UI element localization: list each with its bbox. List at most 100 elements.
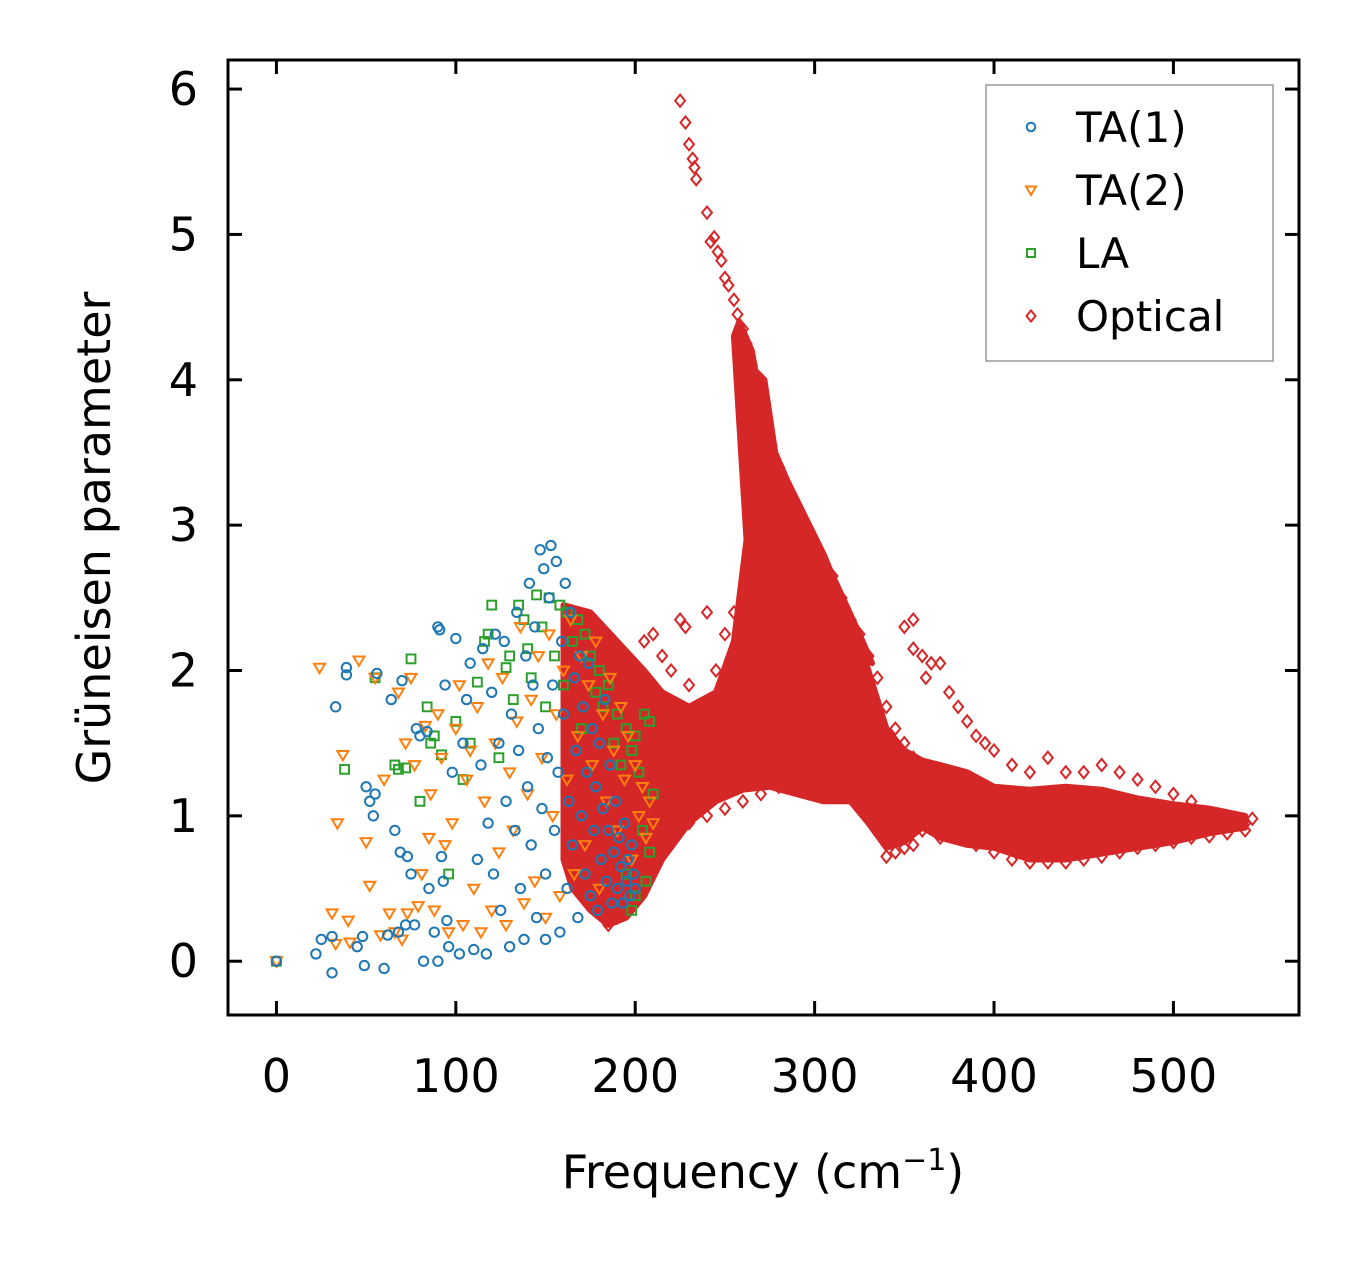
data-point: [844, 757, 857, 773]
data-point: [356, 930, 369, 943]
data-point: [1005, 822, 1019, 839]
data-point: [790, 764, 803, 780]
data-point: [618, 817, 631, 829]
data-point: [1032, 830, 1046, 846]
data-point: [1212, 811, 1225, 827]
data-point: [523, 577, 536, 589]
data-point: [916, 822, 929, 839]
data-point: [631, 811, 647, 824]
data-point: [978, 735, 992, 751]
data-point: [564, 606, 577, 619]
data-point: [520, 789, 535, 802]
data-point: [673, 611, 687, 628]
data-point: [405, 868, 417, 880]
data-point: [482, 628, 494, 640]
data-point: [1005, 851, 1019, 868]
data-point: [781, 481, 794, 497]
y-axis: 0 1 2 3 4 5 6: [169, 62, 1299, 988]
data-point: [525, 839, 537, 851]
data-point: [615, 759, 627, 771]
data-point: [679, 114, 692, 131]
data-point: [1041, 750, 1055, 766]
data-point: [586, 722, 598, 735]
data-point: [1176, 811, 1189, 827]
data-point: [541, 629, 557, 642]
x-axis-label: Frequency (cm−1): [562, 1143, 965, 1199]
data-point: [602, 824, 614, 837]
data-point: [545, 811, 560, 824]
data-point: [570, 744, 582, 757]
data-point: [452, 680, 467, 693]
data-point: [435, 850, 448, 863]
data-point: [987, 815, 1001, 831]
data-point: [606, 897, 618, 909]
data-point: [689, 171, 703, 187]
data-point: [400, 908, 415, 921]
data-point: [534, 752, 550, 766]
data-point: [599, 693, 611, 706]
data-point: [532, 722, 545, 735]
data-point: [750, 379, 764, 395]
legend-marker: [1025, 308, 1037, 324]
data-point: [745, 357, 759, 373]
data-point: [446, 766, 458, 778]
data-point: [633, 766, 645, 778]
data-point: [987, 742, 1001, 759]
data-point: [523, 694, 539, 708]
data-point: [1149, 779, 1162, 795]
data-point: [727, 292, 741, 308]
legend-marker: [1026, 248, 1036, 258]
data-point: [620, 868, 632, 880]
data-point: [525, 672, 537, 684]
data-point: [577, 701, 589, 713]
data-point: [626, 904, 638, 916]
data-point: [437, 840, 453, 853]
data-point: [484, 905, 499, 918]
data-point: [772, 459, 785, 475]
data-point: [521, 781, 534, 793]
data-point: [616, 897, 629, 909]
data-point: [1113, 764, 1126, 780]
data-point: [664, 822, 678, 839]
data-point: [539, 868, 552, 880]
data-point: [1023, 825, 1037, 841]
data-point: [808, 779, 821, 795]
data-point: [516, 898, 532, 911]
data-point: [443, 868, 455, 880]
data-point: [625, 839, 638, 851]
data-point: [1229, 815, 1243, 831]
legend-label: Optical: [1076, 292, 1224, 341]
data-point: [460, 693, 473, 706]
data-point: [558, 679, 569, 691]
data-point: [592, 883, 607, 897]
data-point: [527, 679, 539, 691]
data-point: [889, 721, 902, 737]
data-point: [889, 844, 902, 860]
data-point: [457, 737, 469, 749]
data-point: [421, 725, 433, 738]
data-point: [610, 825, 625, 838]
data-point: [1185, 793, 1198, 809]
data-point: [385, 693, 397, 706]
x-tick-label: 200: [591, 1049, 679, 1103]
data-point: [817, 553, 830, 570]
data-point: [996, 815, 1010, 831]
data-point: [441, 914, 453, 927]
y-tick-label: 3: [169, 498, 198, 552]
data-point: [340, 669, 353, 681]
data-point: [351, 655, 367, 668]
data-point: [1086, 822, 1099, 839]
data-point: [543, 592, 555, 604]
data-point: [1131, 815, 1144, 831]
data-point: [924, 771, 938, 788]
data-point: [645, 818, 661, 831]
data-point: [1014, 822, 1028, 839]
data-point: [399, 919, 412, 931]
data-point: [480, 658, 496, 671]
data-point: [529, 621, 541, 633]
data-point: [1220, 825, 1234, 841]
y-tick-label: 4: [169, 353, 198, 407]
data-point: [505, 708, 518, 720]
data-point: [339, 763, 351, 775]
data-point: [933, 655, 947, 671]
